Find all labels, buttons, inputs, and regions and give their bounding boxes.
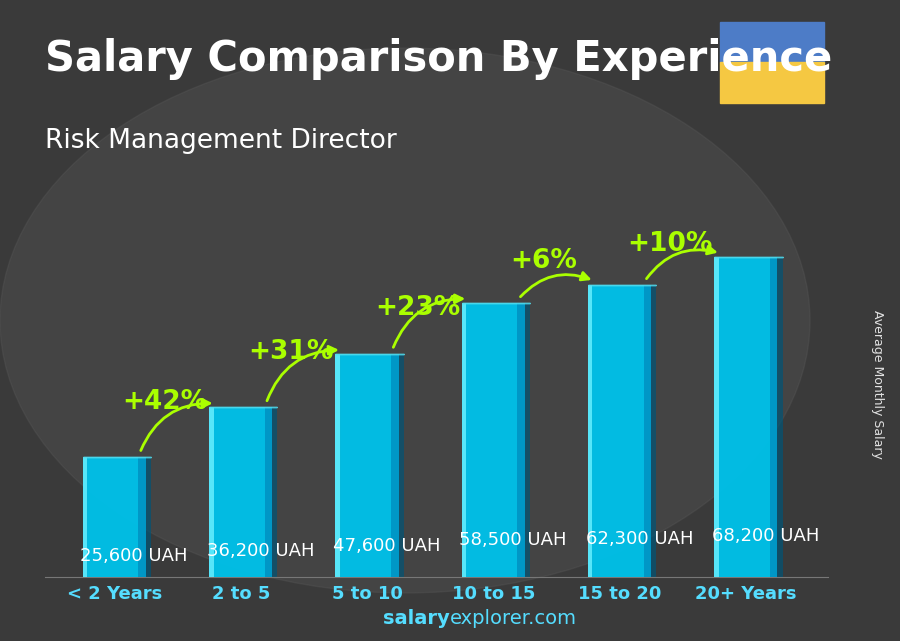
Bar xyxy=(214,407,277,577)
Text: 25,600 UAH: 25,600 UAH xyxy=(80,547,188,565)
Text: +23%: +23% xyxy=(375,295,460,320)
Text: +42%: +42% xyxy=(122,388,208,415)
Bar xyxy=(462,303,466,577)
Bar xyxy=(340,354,404,577)
Text: Risk Management Director: Risk Management Director xyxy=(45,128,397,154)
Bar xyxy=(588,285,592,577)
Bar xyxy=(719,257,782,577)
Text: +6%: +6% xyxy=(510,248,577,274)
Bar xyxy=(770,257,778,577)
Text: Salary Comparison By Experience: Salary Comparison By Experience xyxy=(45,38,832,81)
Bar xyxy=(88,457,151,577)
Bar xyxy=(209,407,213,577)
Text: +31%: +31% xyxy=(248,339,334,365)
Text: salary: salary xyxy=(383,609,450,628)
Bar xyxy=(644,285,652,577)
Bar xyxy=(336,354,340,577)
Bar xyxy=(462,303,525,577)
Bar xyxy=(139,457,146,577)
Bar xyxy=(391,354,399,577)
Bar xyxy=(715,257,719,577)
Text: 68,200 UAH: 68,200 UAH xyxy=(712,527,819,545)
Text: Average Monthly Salary: Average Monthly Salary xyxy=(871,310,884,459)
Bar xyxy=(83,457,146,577)
Bar xyxy=(83,457,87,577)
Ellipse shape xyxy=(0,48,810,593)
Bar xyxy=(720,63,824,103)
Text: +10%: +10% xyxy=(627,231,713,256)
Text: explorer.com: explorer.com xyxy=(450,609,577,628)
Bar xyxy=(715,257,778,577)
Bar xyxy=(209,407,273,577)
Text: 58,500 UAH: 58,500 UAH xyxy=(459,531,567,549)
Bar xyxy=(265,407,273,577)
Text: 36,200 UAH: 36,200 UAH xyxy=(207,542,314,560)
Bar xyxy=(588,285,652,577)
Bar xyxy=(593,285,656,577)
Bar xyxy=(720,22,824,63)
Bar xyxy=(467,303,530,577)
Bar xyxy=(518,303,525,577)
Text: 62,300 UAH: 62,300 UAH xyxy=(586,529,693,547)
Bar xyxy=(336,354,399,577)
Text: 47,600 UAH: 47,600 UAH xyxy=(333,537,440,554)
